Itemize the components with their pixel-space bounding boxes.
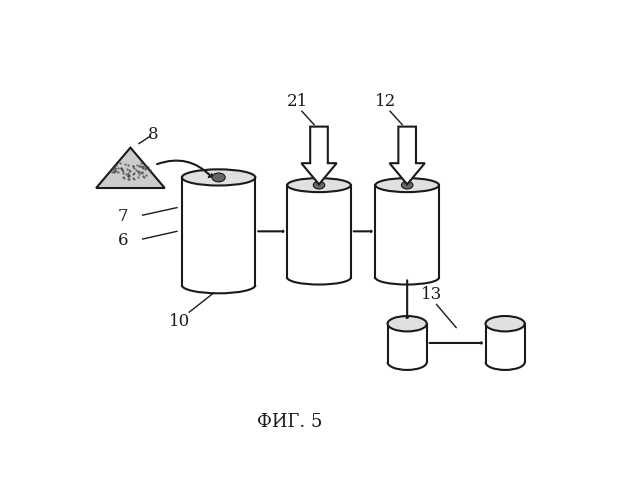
Ellipse shape bbox=[401, 182, 413, 189]
Ellipse shape bbox=[485, 316, 525, 332]
Ellipse shape bbox=[212, 173, 225, 182]
Ellipse shape bbox=[387, 316, 427, 332]
Polygon shape bbox=[182, 178, 255, 285]
Polygon shape bbox=[301, 126, 337, 184]
Ellipse shape bbox=[313, 182, 325, 189]
Polygon shape bbox=[96, 148, 165, 188]
Ellipse shape bbox=[287, 178, 351, 192]
Polygon shape bbox=[387, 324, 427, 362]
Ellipse shape bbox=[182, 170, 255, 186]
Text: 6: 6 bbox=[118, 232, 128, 250]
Text: 8: 8 bbox=[147, 126, 158, 142]
Text: 21: 21 bbox=[286, 93, 308, 110]
Text: ФИГ. 5: ФИГ. 5 bbox=[257, 413, 322, 431]
Text: 12: 12 bbox=[375, 93, 396, 110]
Text: 10: 10 bbox=[169, 314, 190, 330]
Text: 13: 13 bbox=[421, 286, 442, 304]
Text: 7: 7 bbox=[118, 208, 128, 224]
Polygon shape bbox=[375, 185, 439, 278]
Polygon shape bbox=[287, 185, 351, 278]
Polygon shape bbox=[389, 126, 425, 184]
Polygon shape bbox=[485, 324, 525, 362]
Ellipse shape bbox=[375, 178, 439, 192]
